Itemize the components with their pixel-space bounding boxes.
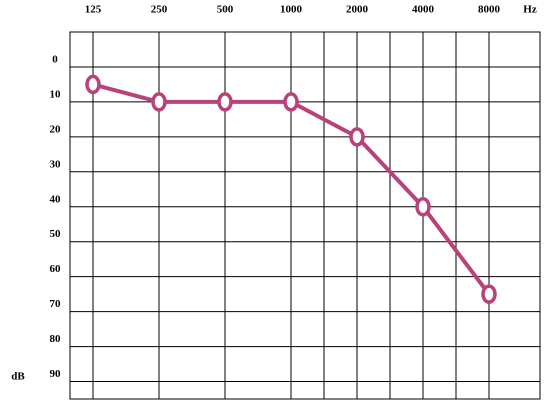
y-tick-label: 80 [50,333,62,345]
x-tick-label: 2000 [346,4,369,16]
y-tick-label: 10 [50,88,62,100]
data-point [481,284,497,304]
plot-frame [69,31,541,400]
data-point [151,92,167,112]
x-tick-label: 8000 [478,4,501,16]
y-tick-label: 20 [50,123,62,135]
data-point [283,92,299,112]
y-tick-label: 60 [50,263,62,275]
data-point [415,197,431,217]
y-tick-label: 30 [50,158,62,170]
y-tick-label: 0 [52,53,58,65]
y-axis-label: dB [11,371,25,383]
x-tick-label: 1000 [280,4,303,16]
x-tick-label: 4000 [412,4,435,16]
x-tick-label: 500 [217,4,234,16]
y-tick-label: 50 [50,228,62,240]
data-point [217,92,233,112]
data-point [85,74,101,95]
x-axis-label: Hz [523,4,537,16]
y-tick-label: 70 [50,298,62,310]
x-tick-label: 125 [85,4,102,16]
x-tick-label: 250 [151,4,168,16]
data-point [349,127,365,147]
y-tick-label: 40 [50,193,62,205]
y-tick-label: 90 [50,368,62,380]
